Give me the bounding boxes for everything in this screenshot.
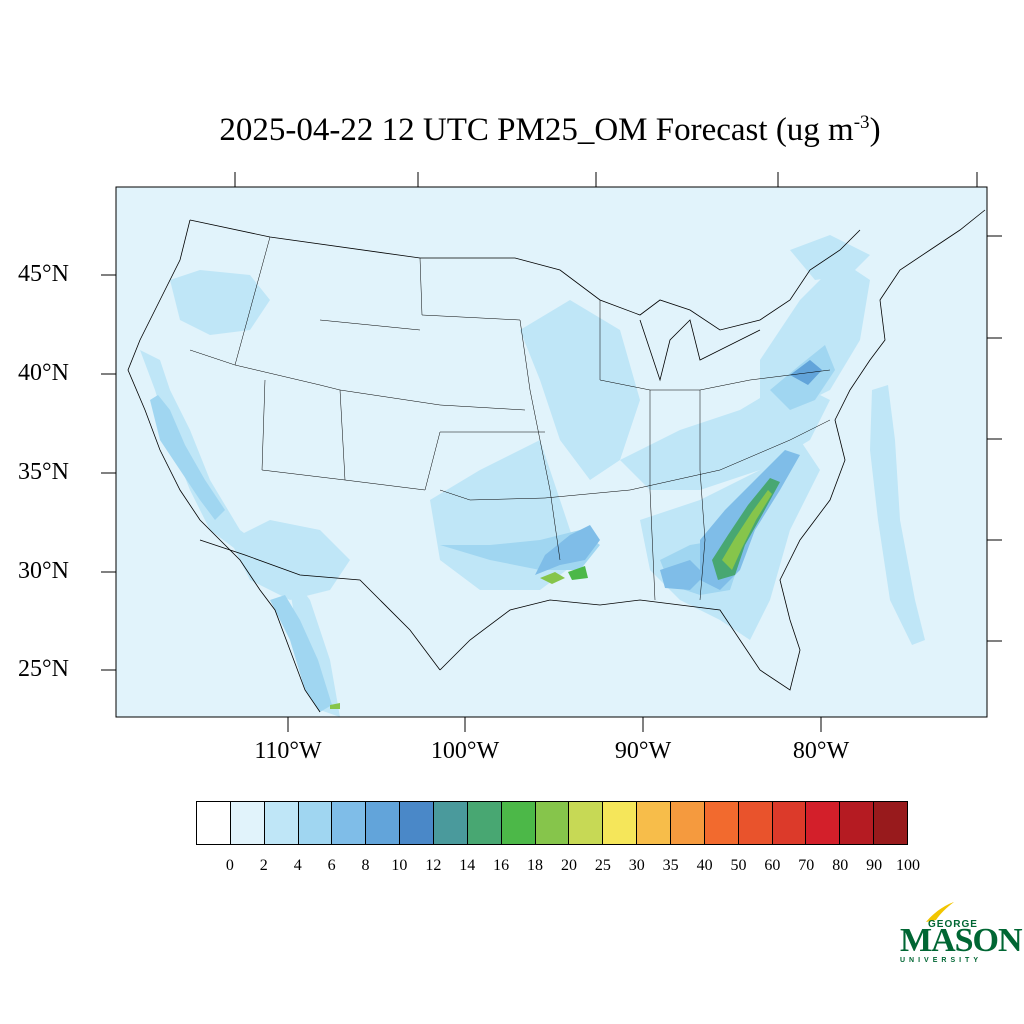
legend-swatch-7 — [434, 802, 468, 844]
great-lakes — [639, 319, 761, 382]
lat-label-25: 25°N — [18, 656, 69, 682]
legend-tick-100: 100 — [896, 857, 920, 874]
field-mexico-hotspot — [330, 703, 340, 709]
concentration-fields — [140, 235, 925, 717]
legend-swatch-5 — [366, 802, 401, 844]
state-line-9 — [261, 319, 421, 481]
legend-swatch-12 — [603, 802, 638, 844]
coastlines — [127, 209, 986, 713]
logo-line-university: UNIVERSITY — [900, 957, 983, 964]
legend-swatch-14 — [671, 802, 705, 844]
legend-swatch-18 — [806, 802, 841, 844]
color-legend — [196, 801, 908, 845]
title-close: ) — [869, 112, 881, 148]
lat-label-45: 45°N — [18, 261, 69, 287]
logo-line-george: GEORGE — [928, 919, 978, 930]
legend-swatch-10 — [535, 802, 570, 844]
legend-tick-18: 18 — [527, 857, 544, 874]
legend-swatch-4 — [332, 802, 367, 844]
state-line-8 — [699, 390, 706, 601]
field-georgia-core — [722, 490, 772, 570]
legend-swatch-17 — [772, 802, 807, 844]
field-louisiana-hotspot-2 — [568, 566, 588, 580]
canada-border — [189, 219, 861, 331]
legend-tick-10: 10 — [391, 857, 408, 874]
field-louisiana-hotspot — [540, 572, 565, 584]
legend-tick-60: 60 — [764, 857, 781, 874]
legend-swatch-0 — [197, 802, 231, 844]
state-line-5 — [439, 419, 831, 501]
state-line-6 — [599, 300, 831, 391]
field-west-coast — [140, 350, 340, 717]
field-california-mid — [150, 395, 225, 520]
legend-swatch-20 — [874, 802, 908, 844]
lon-label-110w: 110°W — [254, 738, 322, 764]
legend-swatch-11 — [569, 802, 604, 844]
title-exponent: -3 — [853, 112, 870, 133]
lat-label-30: 30°N — [18, 558, 69, 584]
legend-swatch-19 — [840, 802, 875, 844]
field-atlantic-plume — [870, 385, 925, 645]
field-canada-east — [790, 235, 870, 280]
legend-tick-90: 90 — [866, 857, 883, 874]
legend-tick-30: 30 — [628, 857, 645, 874]
field-ohio-valley — [620, 380, 830, 490]
legend-tick-50: 50 — [730, 857, 747, 874]
legend-swatch-15 — [704, 802, 739, 844]
field-mexico-mid — [270, 595, 332, 712]
legend-tick-14: 14 — [459, 857, 476, 874]
legend-swatch-1 — [230, 802, 265, 844]
legend-tick-2: 2 — [259, 857, 268, 874]
state-borders — [189, 236, 831, 601]
us-mexico-border — [199, 539, 441, 671]
legend-tick-25: 25 — [594, 857, 611, 874]
legend-tick-8: 8 — [361, 857, 370, 874]
legend-tick-20: 20 — [560, 857, 577, 874]
state-line-4 — [261, 431, 545, 491]
gulf-coast — [439, 209, 986, 691]
gmu-logo: GEORGE MASON UNIVERSITY — [896, 896, 1023, 976]
logo-line-mason: MASON — [900, 922, 1023, 959]
legend-swatch-8 — [467, 802, 502, 844]
us-outline — [127, 219, 321, 713]
legend-tick-40: 40 — [696, 857, 713, 874]
lon-label-100w: 100°W — [430, 738, 500, 764]
legend-swatch-3 — [298, 802, 333, 844]
legend-tick-80: 80 — [832, 857, 849, 874]
lon-label-80w: 80°W — [792, 738, 850, 764]
field-newyork-high — [790, 360, 822, 385]
field-midwest — [520, 300, 640, 480]
legend-swatch-6 — [400, 802, 435, 844]
state-line-7 — [649, 390, 656, 601]
legend-tick-35: 35 — [662, 857, 679, 874]
legend-swatch-2 — [264, 802, 299, 844]
state-line-3 — [419, 257, 561, 561]
field-alabama-high — [660, 560, 705, 590]
legend-tick-4: 4 — [293, 857, 302, 874]
legend-tick-0: 0 — [225, 857, 234, 874]
field-southwest — [230, 520, 350, 600]
legend-tick-70: 70 — [798, 857, 815, 874]
field-northeast — [760, 260, 870, 410]
logo-swoosh-icon — [926, 902, 954, 922]
lat-label-35: 35°N — [18, 459, 69, 485]
map-title: 2025-04-22 12 UTC PM25_OM Forecast (ug m… — [0, 112, 1024, 149]
axis-ticks — [101, 172, 1002, 732]
legend-swatch-9 — [501, 802, 536, 844]
lon-label-90w: 90°W — [614, 738, 672, 764]
legend-swatch-13 — [637, 802, 672, 844]
legend-swatch-16 — [738, 802, 773, 844]
field-louisiana-high — [535, 525, 600, 575]
map-frame — [115, 186, 988, 718]
legend-tick-12: 12 — [425, 857, 442, 874]
legend-tick-6: 6 — [327, 857, 336, 874]
legend-tick-16: 16 — [493, 857, 510, 874]
field-northwest — [170, 270, 270, 335]
title-main: 2025-04-22 12 UTC PM25_OM Forecast (ug m — [219, 112, 854, 148]
lat-label-40: 40°N — [18, 360, 69, 386]
